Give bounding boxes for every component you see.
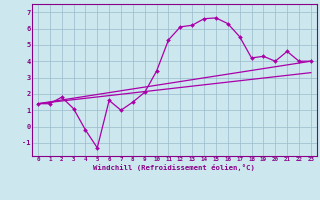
X-axis label: Windchill (Refroidissement éolien,°C): Windchill (Refroidissement éolien,°C): [93, 164, 255, 171]
